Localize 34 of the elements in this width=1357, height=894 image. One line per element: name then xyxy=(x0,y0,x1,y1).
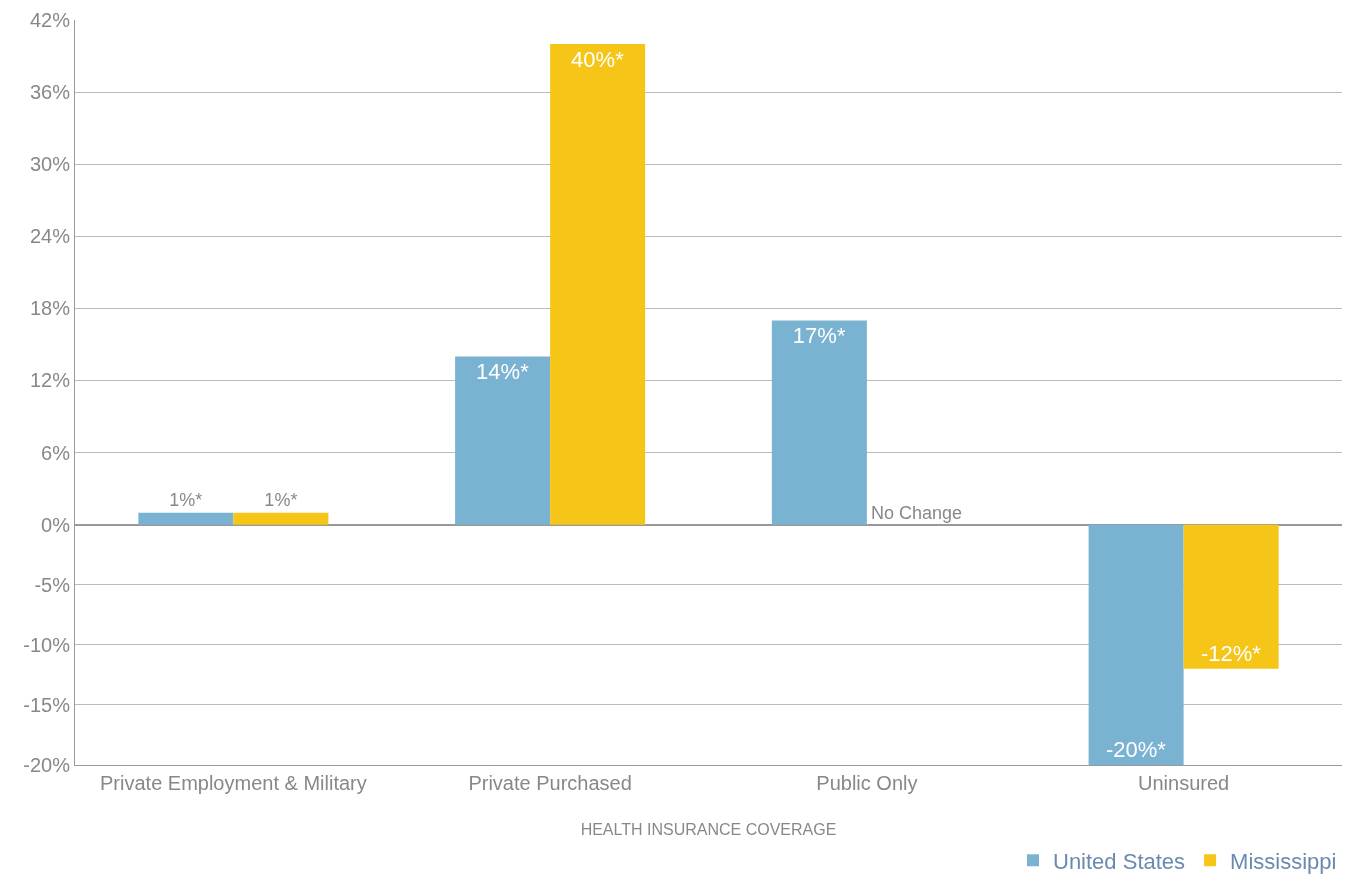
data-label: 14%* xyxy=(476,359,530,385)
x-tick-label: Private Purchased xyxy=(468,772,632,794)
data-label: 40%* xyxy=(571,47,625,73)
bar xyxy=(233,512,329,525)
x-axis-title: HEALTH INSURANCE COVERAGE xyxy=(580,820,837,838)
data-label: 17%* xyxy=(792,323,846,349)
y-tick-label: 18% xyxy=(29,297,71,320)
y-tick-label: -10% xyxy=(23,633,71,656)
y-tick-label: 0% xyxy=(41,513,71,536)
data-label: 1%* xyxy=(264,489,298,510)
y-tick-label: 24% xyxy=(29,225,71,248)
y-tick-label: -15% xyxy=(23,693,71,716)
y-tick-label: -5% xyxy=(34,573,71,596)
bar xyxy=(1088,524,1184,765)
data-label: 1%* xyxy=(169,489,203,510)
x-tick-label: Uninsured xyxy=(1138,772,1230,794)
y-tick-label: 42% xyxy=(29,9,71,31)
annotation: No Change xyxy=(871,503,963,523)
y-tick-label: 6% xyxy=(41,441,71,464)
x-tick-label: Public Only xyxy=(816,772,918,794)
y-tick-label: 30% xyxy=(29,153,71,176)
bar xyxy=(1183,524,1279,669)
legend-label: United States xyxy=(1053,848,1186,874)
y-tick-label: 36% xyxy=(29,81,71,104)
bar xyxy=(455,356,551,525)
y-tick-label: 12% xyxy=(29,369,71,392)
x-tick-label: Private Employment & Military xyxy=(100,772,367,794)
data-label: -20%* xyxy=(1105,737,1167,762)
bar xyxy=(550,44,646,525)
legend-label: Mississippi xyxy=(1230,848,1337,874)
bar xyxy=(771,320,867,525)
y-tick-label: -20% xyxy=(23,754,71,776)
bar xyxy=(138,512,234,525)
data-label: -12%* xyxy=(1200,640,1262,666)
